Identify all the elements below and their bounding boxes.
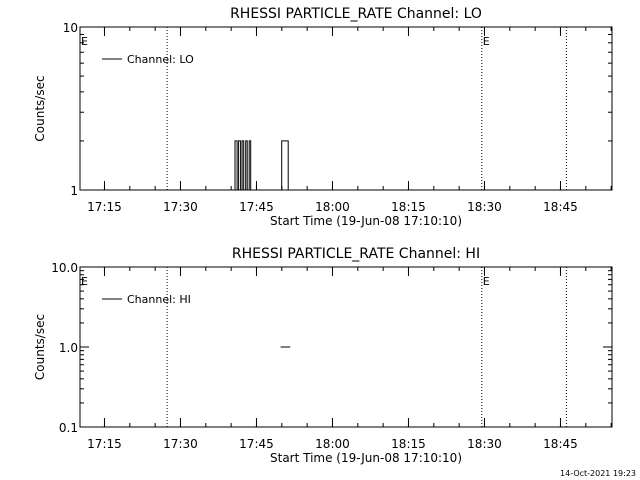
x-tick-label: 17:45 xyxy=(239,200,274,214)
chart-title: RHESSI PARTICLE_RATE Channel: LO xyxy=(230,6,482,22)
x-tick-label: 18:45 xyxy=(543,437,578,451)
x-tick-label: 17:45 xyxy=(239,437,274,451)
chart-panel-lo: RHESSI PARTICLE_RATE Channel: LO 1 10 17:15… xyxy=(33,6,613,228)
x-tick-label: 18:00 xyxy=(315,437,350,451)
x-tick-label: 17:15 xyxy=(87,437,122,451)
x-axis-label: Start Time (19-Jun-08 17:10:10) xyxy=(270,451,462,465)
legend-label: Channel: HI xyxy=(127,293,191,306)
legend-label: Channel: LO xyxy=(127,53,194,66)
event-marker-label: E xyxy=(483,275,490,288)
chart-panel-hi: RHESSI PARTICLE_RATE Channel: HI 0.1 1.0 10… xyxy=(33,246,613,465)
edge-marker-label: E xyxy=(81,275,88,288)
edge-marker-label: E xyxy=(81,35,88,48)
data-series-line xyxy=(234,140,289,191)
x-tick-label: 18:15 xyxy=(391,200,426,214)
x-tick-label: 18:45 xyxy=(543,200,578,214)
y-axis-label: Counts/sec xyxy=(33,75,47,141)
event-marker-label: E xyxy=(483,35,490,48)
y-axis-label: Counts/sec xyxy=(33,314,47,380)
y-tick-label: 0.1 xyxy=(59,421,78,435)
x-tick-label: 17:30 xyxy=(163,200,198,214)
footer-timestamp: 14-Oct-2021 19:23 xyxy=(560,469,636,478)
x-tick-label: 18:30 xyxy=(467,200,502,214)
y-tick-label: 1 xyxy=(70,184,78,198)
x-tick-label: 17:30 xyxy=(163,437,198,451)
x-tick-label: 18:00 xyxy=(315,200,350,214)
x-axis-label: Start Time (19-Jun-08 17:10:10) xyxy=(270,214,462,228)
y-tick-label: 1.0 xyxy=(59,341,78,355)
x-tick-label: 18:15 xyxy=(391,437,426,451)
x-tick-label: 18:30 xyxy=(467,437,502,451)
x-tick-label: 17:15 xyxy=(87,200,122,214)
plot-frame xyxy=(79,26,613,191)
chart-title: RHESSI PARTICLE_RATE Channel: HI xyxy=(232,246,480,262)
y-tick-label: 10.0 xyxy=(51,261,78,275)
y-tick-label: 10 xyxy=(63,21,78,35)
